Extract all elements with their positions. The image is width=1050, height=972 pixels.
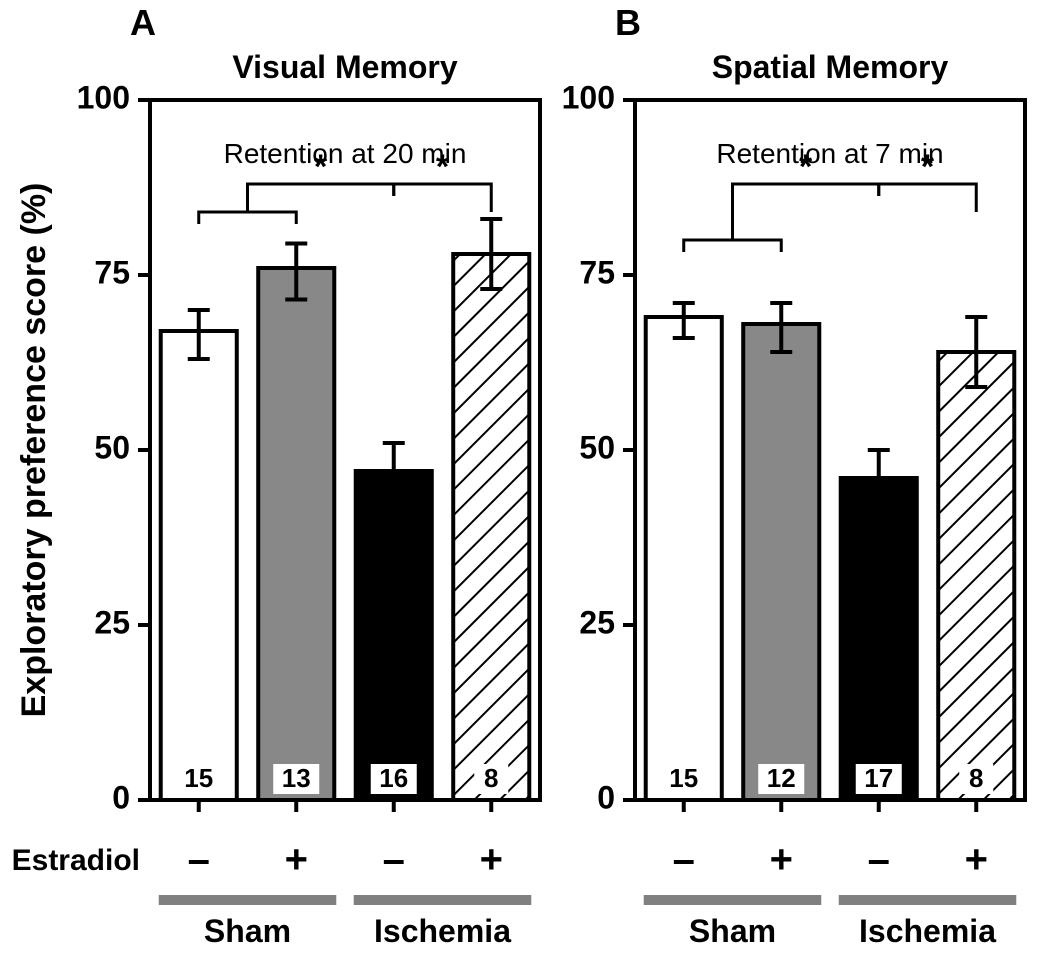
n-label-B-2: 17 bbox=[864, 763, 893, 793]
estradiol-sign-A-3: + bbox=[480, 838, 503, 882]
sig-star-B-0: * bbox=[799, 148, 813, 186]
estradiol-sign-A-0: – bbox=[188, 838, 210, 882]
ytick-B-25: 25 bbox=[579, 604, 615, 640]
panel-label-A: A bbox=[130, 2, 156, 43]
sig-star-B-1: * bbox=[921, 148, 935, 186]
group-label-B-1: Ischemia bbox=[859, 913, 996, 949]
bar-A-1 bbox=[258, 268, 334, 800]
n-label-B-1: 12 bbox=[767, 763, 796, 793]
retention-text-B: Retention at 7 min bbox=[716, 138, 943, 169]
bar-A-2 bbox=[356, 471, 432, 800]
group-label-A-0: Sham bbox=[204, 913, 291, 949]
panel-label-B: B bbox=[615, 2, 641, 43]
sig-bracket-A-1 bbox=[394, 184, 492, 212]
estradiol-sign-A-2: – bbox=[383, 838, 405, 882]
bar-B-3 bbox=[938, 352, 1014, 800]
estradiol-sign-B-3: + bbox=[965, 838, 988, 882]
bar-A-0 bbox=[161, 331, 237, 800]
estradiol-sign-B-1: + bbox=[770, 838, 793, 882]
estradiol-sign-B-2: – bbox=[868, 838, 890, 882]
sig-bracket-B-1 bbox=[879, 184, 977, 212]
ytick-A-100: 100 bbox=[77, 79, 130, 115]
ytick-B-0: 0 bbox=[597, 779, 615, 815]
sig-bracket-A-0 bbox=[248, 184, 394, 212]
sig-star-A-0: * bbox=[314, 148, 328, 186]
retention-text-A: Retention at 20 min bbox=[224, 138, 467, 169]
n-label-A-3: 8 bbox=[484, 763, 498, 793]
bar-A-3 bbox=[453, 254, 529, 800]
ytick-A-50: 50 bbox=[94, 429, 130, 465]
y-axis-label: Exploratory preference score (%) bbox=[15, 183, 53, 718]
panel-title-B: Spatial Memory bbox=[712, 49, 949, 85]
n-label-A-1: 13 bbox=[282, 763, 311, 793]
group-label-A-1: Ischemia bbox=[374, 913, 511, 949]
sig-bracket-B-0 bbox=[733, 184, 879, 240]
estradiol-sign-B-0: – bbox=[673, 838, 695, 882]
bar-B-1 bbox=[743, 324, 819, 800]
sig-star-A-1: * bbox=[436, 148, 450, 186]
n-label-A-2: 16 bbox=[379, 763, 408, 793]
bar-B-0 bbox=[646, 317, 722, 800]
ytick-B-50: 50 bbox=[579, 429, 615, 465]
estradiol-label: Estradiol bbox=[12, 844, 140, 877]
ytick-B-75: 75 bbox=[579, 254, 615, 290]
bar-B-2 bbox=[841, 478, 917, 800]
n-label-A-0: 15 bbox=[184, 763, 213, 793]
ytick-A-0: 0 bbox=[112, 779, 130, 815]
ytick-B-100: 100 bbox=[562, 79, 615, 115]
panel-title-A: Visual Memory bbox=[232, 49, 457, 85]
n-label-B-3: 8 bbox=[969, 763, 983, 793]
group-label-B-0: Sham bbox=[689, 913, 776, 949]
figure-root: Exploratory preference score (%) Estradio… bbox=[0, 0, 1050, 972]
estradiol-sign-A-1: + bbox=[285, 838, 308, 882]
n-label-B-0: 15 bbox=[669, 763, 698, 793]
ytick-A-75: 75 bbox=[94, 254, 130, 290]
ytick-A-25: 25 bbox=[94, 604, 130, 640]
